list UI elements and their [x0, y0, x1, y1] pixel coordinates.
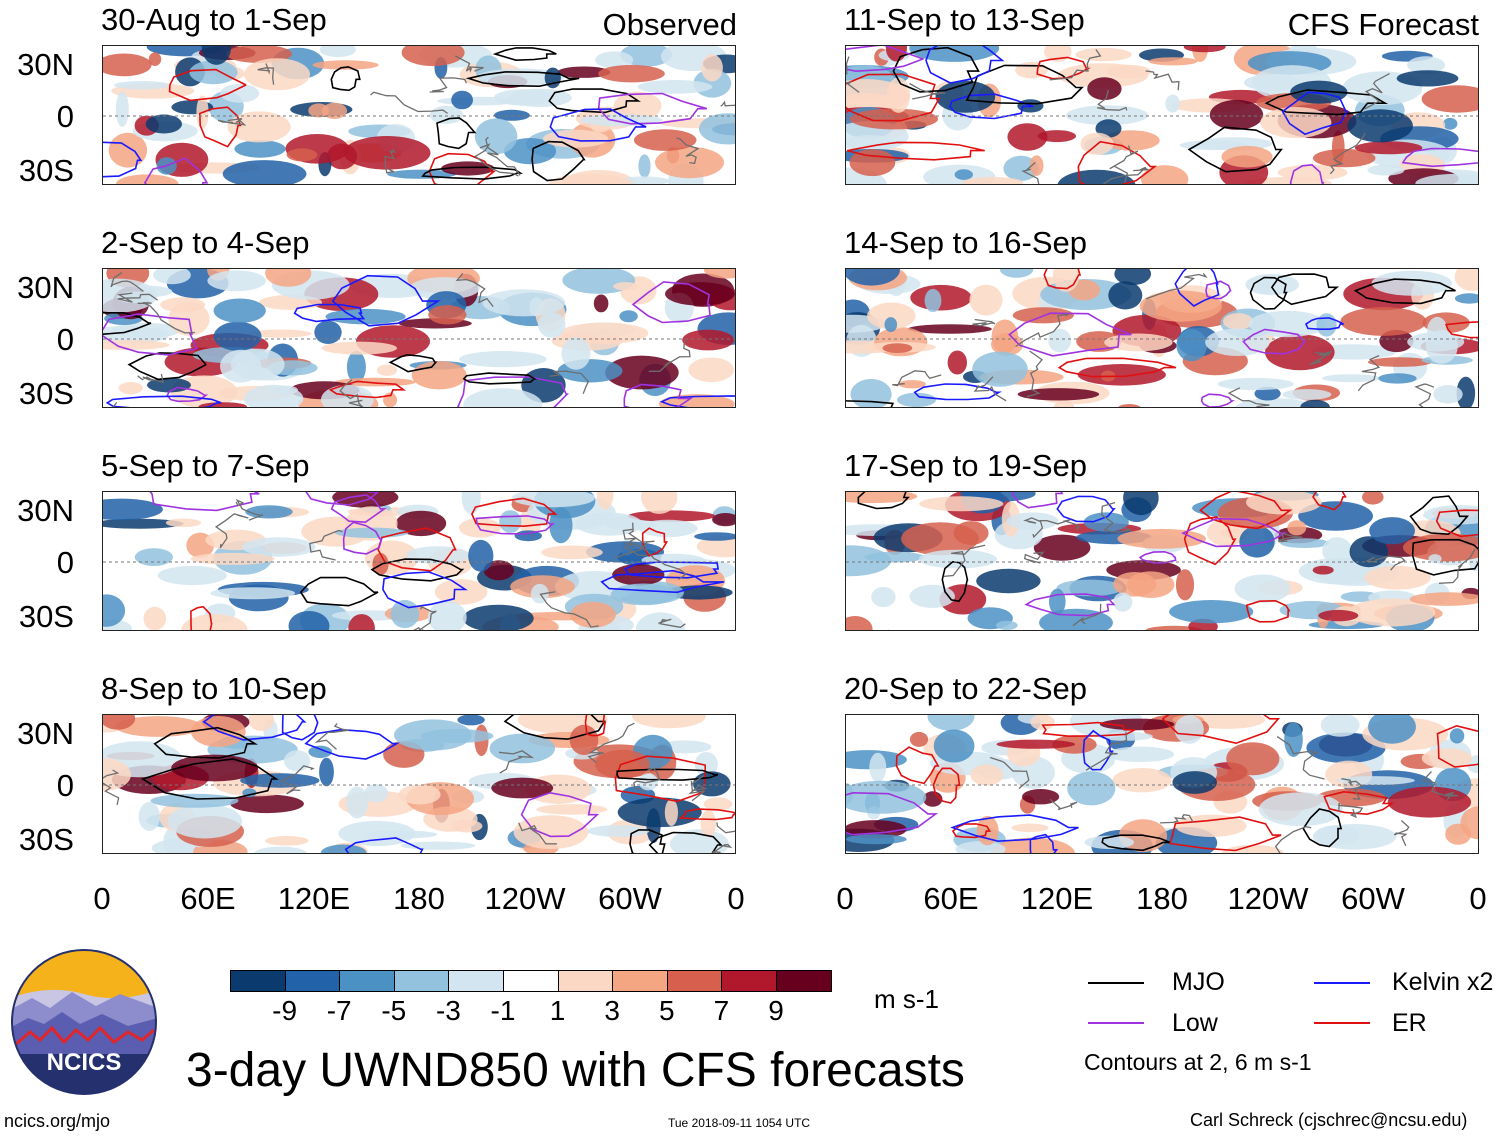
lon-label: 0	[1469, 881, 1487, 916]
legend-swatch-low	[1088, 1022, 1144, 1024]
legend-label: Kelvin x2	[1392, 968, 1494, 996]
logo-text: NCICS	[47, 1049, 122, 1076]
lat-label: 30S	[18, 599, 74, 634]
legend-label: MJO	[1172, 968, 1225, 996]
colorbar-label: -5	[381, 995, 407, 1026]
lat-label: 0	[56, 768, 74, 803]
legend-swatch-kelvin	[1314, 982, 1370, 984]
colorbar-label: -9	[272, 995, 298, 1026]
panel-date-title: 5-Sep to 7-Sep	[101, 448, 310, 483]
forecast-header: CFS Forecast	[1287, 7, 1479, 42]
legend-swatch-mjo	[1088, 982, 1144, 984]
panel-date-title: 20-Sep to 22-Sep	[844, 671, 1088, 706]
lat-label: 30S	[18, 153, 74, 188]
map-panel	[845, 45, 1479, 185]
map-panel	[102, 714, 736, 854]
panel-date-title: 14-Sep to 16-Sep	[844, 225, 1088, 260]
colorbar-swatch	[284, 970, 341, 992]
lon-label: 60W	[598, 881, 662, 916]
lon-label: 0	[93, 881, 111, 916]
colorbar-swatch	[666, 970, 723, 992]
colorbar-label: 1	[549, 995, 566, 1026]
lon-label: 60E	[180, 881, 236, 916]
lat-label: 0	[56, 322, 74, 357]
footer-timestamp: Tue 2018-09-11 1054 UTC	[668, 1116, 811, 1130]
lon-label: 120W	[484, 881, 566, 916]
legend-label: ER	[1392, 1009, 1427, 1037]
colorbar-label: 7	[713, 995, 730, 1026]
colorbar-swatch	[503, 970, 559, 992]
lat-label: 0	[56, 545, 74, 580]
colorbar-swatch	[721, 970, 777, 992]
main-title: 3-day UWND850 with CFS forecasts	[186, 1044, 965, 1097]
lat-label: 30N	[17, 493, 74, 528]
map-panel	[102, 491, 736, 631]
legend-swatch-er	[1314, 1022, 1370, 1024]
colorbar-label: 5	[659, 995, 675, 1026]
colorbar-units: m s-1	[874, 984, 939, 1014]
lat-label: 0	[56, 99, 74, 134]
legend-label: Low	[1172, 1009, 1218, 1037]
panel-date-title: 30-Aug to 1-Sep	[101, 2, 327, 37]
footer-author: Carl Schreck (cjschrec@ncsu.edu)	[1190, 1110, 1468, 1130]
lon-label: 60E	[923, 881, 979, 916]
panel-date-title: 11-Sep to 13-Sep	[844, 2, 1085, 37]
colorbar-swatch	[393, 970, 450, 992]
colorbar-label: -1	[490, 995, 516, 1026]
colorbar-label: 9	[768, 995, 784, 1026]
lon-label: 120W	[1227, 881, 1309, 916]
lat-label: 30N	[17, 47, 74, 82]
footer-url[interactable]: ncics.org/mjo	[4, 1111, 111, 1131]
colorbar-swatch	[776, 970, 832, 992]
lon-label: 180	[1136, 881, 1188, 916]
observed-header: Observed	[602, 7, 737, 42]
lon-label: 120E	[1020, 881, 1094, 916]
map-panel	[845, 491, 1479, 631]
lat-label: 30N	[17, 270, 74, 305]
lon-label: 60W	[1341, 881, 1405, 916]
lat-label: 30S	[18, 376, 74, 411]
lat-label: 30S	[18, 822, 74, 857]
panel-date-title: 8-Sep to 10-Sep	[101, 671, 327, 706]
colorbar-swatch	[339, 970, 395, 992]
legend-note: Contours at 2, 6 m s-1	[1084, 1049, 1312, 1075]
colorbar-label: 3	[604, 995, 620, 1026]
panel-date-title: 2-Sep to 4-Sep	[101, 225, 310, 260]
map-panel	[102, 268, 736, 408]
map-panel	[845, 268, 1479, 408]
lon-label: 0	[836, 881, 854, 916]
lat-label: 30N	[17, 716, 74, 751]
colorbar-label: -3	[435, 995, 461, 1026]
map-panel	[102, 45, 736, 185]
colorbar-swatch	[612, 970, 668, 992]
colorbar-label: -7	[326, 995, 352, 1026]
colorbar-swatch	[230, 970, 286, 992]
lon-label: 0	[727, 881, 745, 916]
map-panel	[845, 714, 1479, 854]
colorbar-swatch	[448, 970, 504, 992]
panel-date-title: 17-Sep to 19-Sep	[844, 448, 1088, 483]
lon-label: 180	[393, 881, 445, 916]
lon-label: 120E	[277, 881, 351, 916]
colorbar-swatch	[557, 970, 614, 992]
ncics-logo: NCICS	[10, 948, 158, 1096]
